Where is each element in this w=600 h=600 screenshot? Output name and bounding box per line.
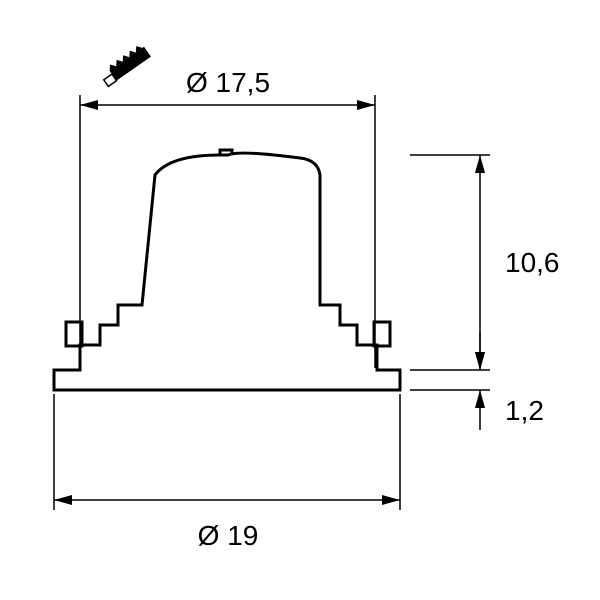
dimension-outer-diameter: Ø 19 (54, 394, 400, 551)
dimension-height: 10,6 (410, 155, 560, 370)
dim-height-value: 10,6 (505, 247, 560, 278)
dim-flange-value: 1,2 (505, 395, 544, 426)
fixture-outline (54, 150, 400, 390)
technical-drawing: Ø 17,5 10,6 1,2 Ø 19 (0, 0, 600, 600)
dim-outer-value: Ø 19 (198, 520, 259, 551)
dim-cutout-value: Ø 17,5 (186, 67, 270, 98)
dimension-flange: 1,2 (410, 332, 544, 430)
dimension-cutout-diameter: Ø 17,5 (80, 67, 375, 368)
hole-saw-icon (99, 43, 151, 87)
